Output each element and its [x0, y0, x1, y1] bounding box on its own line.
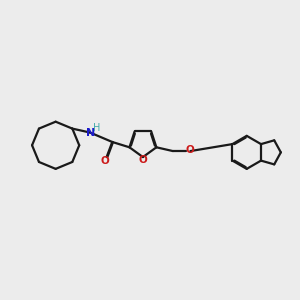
Text: O: O: [139, 155, 147, 165]
Text: N: N: [86, 128, 96, 137]
Text: O: O: [100, 156, 109, 166]
Text: H: H: [92, 123, 100, 133]
Text: O: O: [185, 145, 194, 155]
